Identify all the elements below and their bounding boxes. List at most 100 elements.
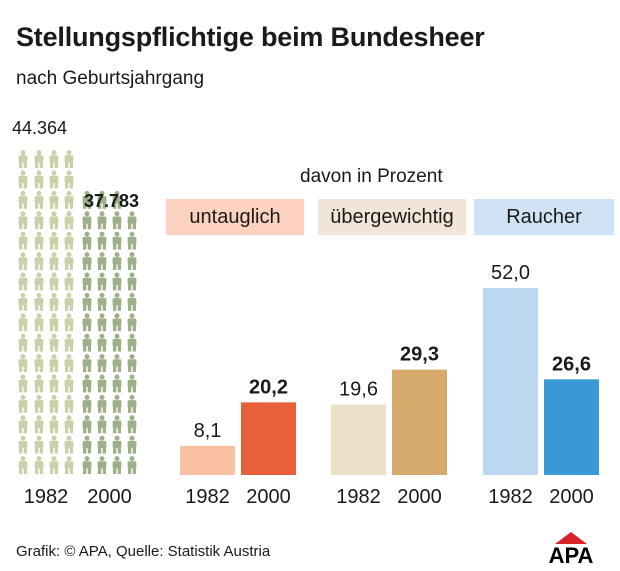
person-icon [49,435,59,454]
bar-value-label: 8,1 [194,420,222,442]
category-label-raucher: Raucher [474,199,614,235]
person-figures-chart: 44.364 1982 37.783 2000 [12,118,139,508]
figure-value-label: 37.783 [84,191,139,211]
person-icon [34,252,44,270]
bar [483,288,538,475]
person-icon [64,456,74,474]
person-icon [127,231,137,250]
person-icon [112,394,122,413]
person-icon [34,374,44,393]
person-icon [127,354,137,372]
person-icon [82,354,92,372]
person-icon [127,456,137,474]
bar [180,445,235,475]
percent-bars-chart: 8,1 1982 20,2 2000 19,6 1982 29,3 2000 52,0 1982 2… [180,262,599,508]
person-icon [127,292,137,311]
x-tick-label: 1982 [24,486,69,508]
person-icon [82,415,92,434]
person-icon [34,292,44,311]
person-icon [112,333,122,352]
person-icon [49,354,59,372]
person-icon [64,190,74,209]
person-icon [127,252,137,270]
person-icon [82,394,92,413]
person-icon [112,272,122,291]
x-tick-label: 1982 [488,486,533,508]
person-icon [82,333,92,352]
bar-value-label: 19,6 [339,379,378,401]
person-icon [64,150,74,168]
person-icon [49,272,59,291]
person-icon [112,456,122,474]
category-label-uebergewichtig: übergewichtig [318,199,466,235]
person-icon [64,211,74,230]
person-icon [18,313,28,332]
person-icon [64,231,74,250]
person-icon [97,272,107,291]
person-icon [18,415,28,434]
person-icon [64,333,74,352]
apa-logo: APA [549,532,594,566]
person-icon [64,313,74,332]
source-credit: Grafik: © APA, Quelle: Statistik Austria [16,543,271,560]
person-icon [97,394,107,413]
person-icon [34,150,44,168]
bar-value-label: 20,2 [249,376,288,398]
person-icon [34,313,44,332]
person-icon [34,333,44,352]
person-icon [127,313,137,332]
person-icon [18,170,28,189]
bar-value-label: 29,3 [400,344,439,366]
person-icon [49,252,59,270]
bar [544,379,599,475]
person-icon [112,435,122,454]
person-icon [97,231,107,250]
person-icon [34,272,44,291]
person-icon [127,211,137,230]
person-icon [34,415,44,434]
person-icon [18,333,28,352]
person-icon [112,415,122,434]
person-icon [82,252,92,270]
category-label-untauglich: untauglich [166,199,304,235]
person-icon [82,456,92,474]
person-icon [112,252,122,270]
person-icon [127,394,137,413]
person-icon [112,190,122,209]
person-icon [82,211,92,230]
person-icon [127,333,137,352]
person-icon [64,292,74,311]
person-icon [34,354,44,372]
svg-text:APA: APA [549,543,594,566]
person-icon [18,374,28,393]
person-icon [127,415,137,434]
person-icon [97,415,107,434]
person-icon [18,292,28,311]
person-icon [97,292,107,311]
person-icon [18,435,28,454]
person-icon [49,150,59,168]
person-icon [64,374,74,393]
bar [331,404,386,475]
person-icon [34,170,44,189]
person-icon [112,211,122,230]
person-icon [34,394,44,413]
person-icon [49,231,59,250]
person-icon [34,456,44,474]
person-icon [18,252,28,270]
person-icon [97,190,107,209]
person-icon [127,435,137,454]
person-icon [82,313,92,332]
person-icon [49,292,59,311]
person-icon [49,374,59,393]
person-icon [97,333,107,352]
bar [392,369,447,475]
person-icon [49,394,59,413]
person-icon [18,354,28,372]
person-icon [18,231,28,250]
person-icon [34,190,44,209]
person-icon [18,211,28,230]
person-icon [127,374,137,393]
person-icon [82,374,92,393]
person-icon [97,456,107,474]
